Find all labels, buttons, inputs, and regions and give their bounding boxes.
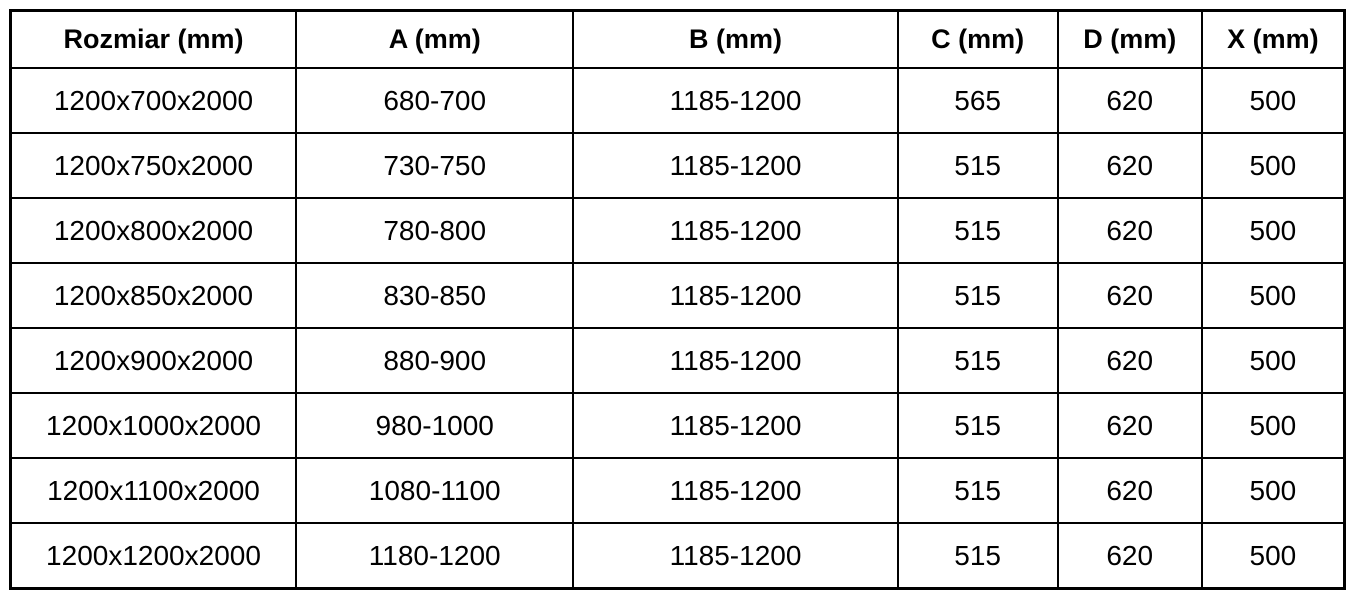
header-row: Rozmiar (mm) A (mm) B (mm) C (mm) D (mm)… bbox=[9, 9, 1346, 69]
table-cell: 1185-1200 bbox=[572, 262, 899, 329]
table-cell: 620 bbox=[1056, 327, 1203, 394]
table-cell: 730-750 bbox=[294, 132, 575, 199]
table-cell: 830-850 bbox=[294, 262, 575, 329]
table-cell: 500 bbox=[1200, 197, 1346, 264]
table-cell: 620 bbox=[1056, 522, 1203, 590]
table-cell: 1185-1200 bbox=[572, 132, 899, 199]
table-cell: 1200x1200x2000 bbox=[9, 522, 297, 590]
table-row: 1200x1100x2000 1080-1100 1185-1200 515 620 50… bbox=[9, 457, 1346, 524]
table-cell: 515 bbox=[896, 327, 1059, 394]
column-header-d: D (mm) bbox=[1056, 9, 1203, 69]
table-row: 1200x850x2000 830-850 1185-1200 515 620 500 bbox=[9, 262, 1346, 329]
table-cell: 515 bbox=[896, 457, 1059, 524]
table-row: 1200x1000x2000 980-1000 1185-1200 515 620 500 bbox=[9, 392, 1346, 459]
table-cell: 1200x850x2000 bbox=[9, 262, 297, 329]
table-row: 1200x700x2000 680-700 1185-1200 565 620 500 bbox=[9, 67, 1346, 134]
table-cell: 1200x800x2000 bbox=[9, 197, 297, 264]
table-cell: 500 bbox=[1200, 457, 1346, 524]
column-header-x: X (mm) bbox=[1200, 9, 1346, 69]
table-cell: 515 bbox=[896, 392, 1059, 459]
table-cell: 1185-1200 bbox=[572, 522, 899, 590]
table-cell: 500 bbox=[1200, 522, 1346, 590]
table-row: 1200x900x2000 880-900 1185-1200 515 620 500 bbox=[9, 327, 1346, 394]
table-cell: 620 bbox=[1056, 392, 1203, 459]
table-cell: 500 bbox=[1200, 67, 1346, 134]
table-cell: 500 bbox=[1200, 392, 1346, 459]
table-cell: 1185-1200 bbox=[572, 457, 899, 524]
table-cell: 500 bbox=[1200, 262, 1346, 329]
table-cell: 620 bbox=[1056, 132, 1203, 199]
table-cell: 1080-1100 bbox=[294, 457, 575, 524]
table-cell: 1200x750x2000 bbox=[9, 132, 297, 199]
table-cell: 620 bbox=[1056, 457, 1203, 524]
table-cell: 515 bbox=[896, 262, 1059, 329]
table-cell: 1200x1000x2000 bbox=[9, 392, 297, 459]
column-header-a: A (mm) bbox=[294, 9, 575, 69]
table-cell: 1180-1200 bbox=[294, 522, 575, 590]
table-cell: 620 bbox=[1056, 262, 1203, 329]
size-table: Rozmiar (mm) A (mm) B (mm) C (mm) D (mm)… bbox=[9, 9, 1346, 590]
table-cell: 515 bbox=[896, 132, 1059, 199]
table-body: 1200x700x2000 680-700 1185-1200 565 620 500 12… bbox=[9, 67, 1346, 590]
table-row: 1200x800x2000 780-800 1185-1200 515 620 500 bbox=[9, 197, 1346, 264]
table-cell: 880-900 bbox=[294, 327, 575, 394]
table-cell: 620 bbox=[1056, 197, 1203, 264]
table-cell: 1185-1200 bbox=[572, 327, 899, 394]
table-cell: 1185-1200 bbox=[572, 392, 899, 459]
table-cell: 515 bbox=[896, 197, 1059, 264]
table-cell: 620 bbox=[1056, 67, 1203, 134]
table-cell: 1185-1200 bbox=[572, 67, 899, 134]
table-cell: 565 bbox=[896, 67, 1059, 134]
table-cell: 680-700 bbox=[294, 67, 575, 134]
column-header-c: C (mm) bbox=[896, 9, 1059, 69]
table-cell: 1185-1200 bbox=[572, 197, 899, 264]
table-cell: 780-800 bbox=[294, 197, 575, 264]
table-cell: 1200x900x2000 bbox=[9, 327, 297, 394]
table-cell: 980-1000 bbox=[294, 392, 575, 459]
table-cell: 1200x700x2000 bbox=[9, 67, 297, 134]
table-cell: 500 bbox=[1200, 132, 1346, 199]
table-cell: 1200x1100x2000 bbox=[9, 457, 297, 524]
table-cell: 515 bbox=[896, 522, 1059, 590]
column-header-b: B (mm) bbox=[572, 9, 899, 69]
table-row: 1200x1200x2000 1180-1200 1185-1200 515 620 50… bbox=[9, 522, 1346, 590]
table-cell: 500 bbox=[1200, 327, 1346, 394]
table-row: 1200x750x2000 730-750 1185-1200 515 620 500 bbox=[9, 132, 1346, 199]
column-header-rozmiar: Rozmiar (mm) bbox=[9, 9, 297, 69]
